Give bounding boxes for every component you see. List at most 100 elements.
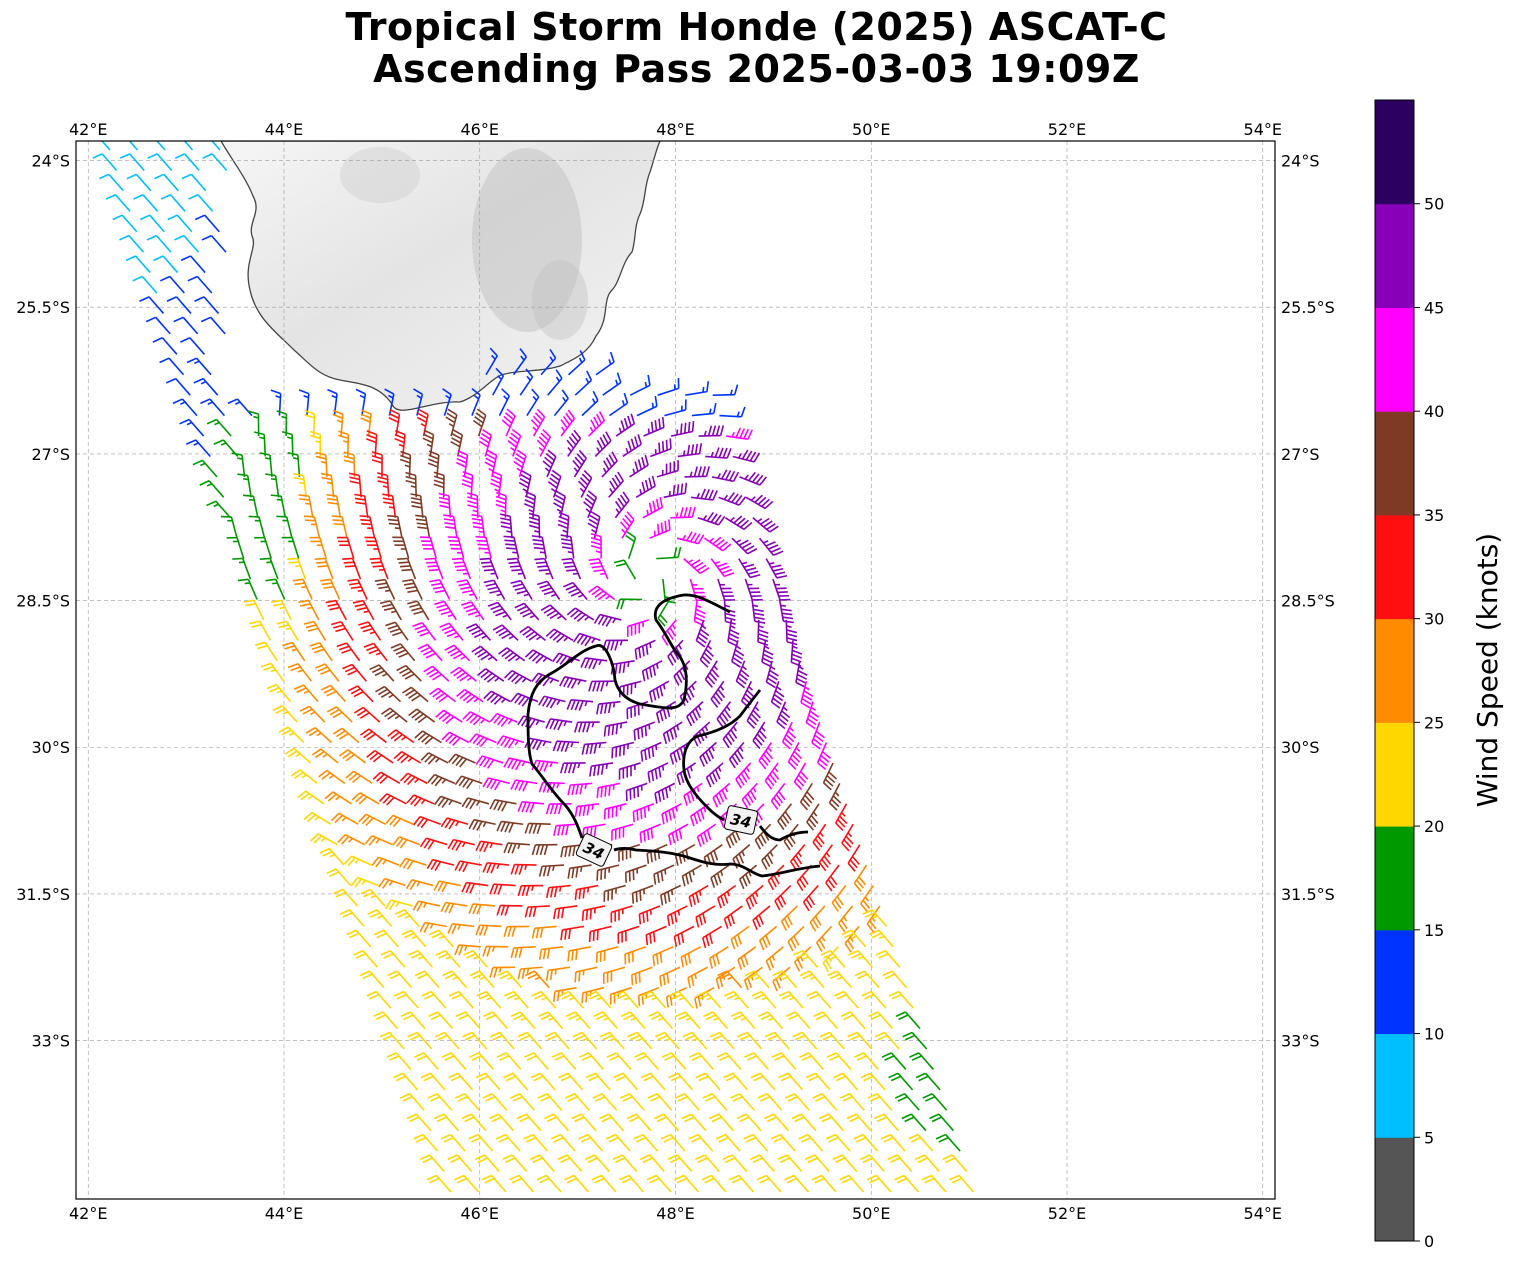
wind-barb: [846, 1113, 872, 1132]
wind-barb: [663, 482, 688, 499]
wind-barb: [667, 1154, 693, 1173]
wind-barb: [676, 531, 705, 545]
wind-barb: [232, 557, 252, 580]
wind-barb: [632, 803, 655, 823]
wind-barb: [749, 1154, 775, 1173]
wind-barb: [636, 395, 658, 417]
wind-barb: [833, 1072, 859, 1091]
wind-barb: [413, 388, 424, 416]
wind-barb: [174, 234, 200, 253]
wind-barb: [599, 1113, 625, 1132]
wind-barb: [696, 990, 722, 1009]
wind-barb: [882, 970, 908, 989]
wind-barb: [889, 990, 914, 1009]
wind-barb: [812, 823, 827, 851]
wind-barb: [603, 721, 628, 737]
wind-barb: [684, 466, 710, 478]
wind-barb: [495, 1133, 521, 1152]
wind-barb: [779, 990, 804, 1009]
wind-barb: [572, 449, 587, 478]
wind-barb: [603, 803, 627, 820]
wind-barb: [659, 966, 681, 987]
wind-barb: [568, 350, 586, 376]
wind-barb: [825, 864, 840, 892]
wind-barb: [838, 905, 854, 933]
wind-barb: [309, 536, 327, 559]
wind-barb: [390, 643, 416, 662]
wind-barb: [677, 443, 703, 458]
wind-barb: [581, 905, 606, 922]
wind-barb: [752, 517, 779, 533]
wind-barb: [503, 1072, 529, 1091]
lat-tick-label: 27°S: [31, 445, 70, 464]
wind-barb: [553, 905, 578, 920]
wind-barb: [564, 1174, 590, 1193]
wind-barb: [841, 929, 867, 948]
wind-barb: [574, 884, 599, 900]
wind-barb: [503, 925, 530, 937]
wind-barb: [652, 946, 674, 967]
wind-barb: [287, 557, 307, 580]
wind-barb: [751, 599, 766, 624]
wind-barb: [531, 990, 557, 1009]
wind-barb: [661, 803, 682, 825]
wind-barb: [468, 733, 497, 748]
wind-barb: [828, 783, 842, 811]
wind-barb: [596, 782, 620, 799]
wind-barb: [588, 585, 616, 601]
wind-barb: [434, 600, 457, 621]
wind-barb: [211, 141, 221, 151]
wind-barb: [552, 986, 577, 1002]
wind-barb: [745, 884, 764, 910]
wind-barb: [259, 557, 279, 580]
wind-barb: [792, 1031, 818, 1050]
wind-barb: [589, 762, 614, 777]
wind-barb: [524, 491, 537, 518]
wind-barb: [804, 1154, 830, 1173]
wind-barb: [854, 970, 880, 989]
wind-barb: [412, 900, 441, 912]
wind-barb: [367, 909, 393, 927]
wind-barb: [538, 946, 564, 960]
wind-barb: [666, 905, 688, 927]
wind-barb: [303, 620, 327, 641]
wind-barb: [452, 557, 472, 580]
colorbar-bin: [1375, 100, 1414, 205]
wind-barb: [596, 864, 620, 881]
wind-barb: [697, 511, 726, 526]
wind-barb: [320, 684, 347, 703]
wind-barb: [348, 472, 362, 498]
wind-barb: [371, 856, 400, 868]
wind-barb: [380, 949, 406, 968]
wind-barb: [922, 1092, 948, 1111]
wind-barb: [717, 578, 735, 601]
wind-barb: [553, 490, 566, 518]
wind-barb: [231, 452, 246, 477]
wind-barb: [475, 840, 503, 853]
wind-barb: [791, 1113, 817, 1132]
wind-barb: [344, 855, 372, 867]
wind-barb: [342, 557, 362, 580]
wind-barb: [331, 515, 348, 539]
wind-barb: [822, 762, 838, 791]
wind-barb: [531, 925, 557, 939]
wind-barb: [447, 536, 465, 559]
wind-barb: [620, 511, 635, 539]
wind-barb: [353, 949, 379, 968]
wind-barb: [702, 925, 722, 949]
wind-barb: [407, 600, 430, 621]
wind-barb: [661, 1052, 687, 1070]
wind-barb: [292, 472, 307, 498]
wind-barb: [384, 388, 395, 416]
wind-barb: [809, 905, 826, 932]
wind-barb: [723, 1072, 749, 1091]
wind-barb: [315, 663, 340, 682]
contour-34kt-line: [682, 689, 762, 822]
wind-barb: [603, 884, 626, 902]
wind-barb: [716, 701, 732, 729]
wind-barb: [888, 1072, 914, 1091]
wind-barb: [588, 411, 606, 437]
wind-barb: [145, 316, 171, 335]
wind-barb: [237, 473, 252, 498]
